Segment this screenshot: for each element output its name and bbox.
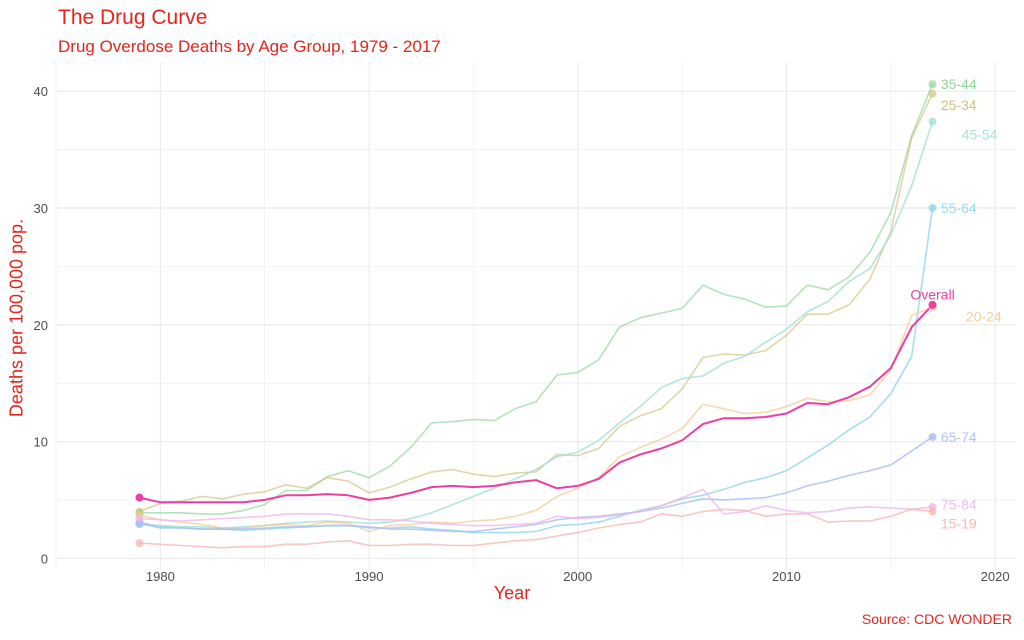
- series-line-65-74: [139, 436, 933, 533]
- series-label-75-84: 75-84: [941, 497, 977, 513]
- series-label-45-54: 45-54: [962, 126, 998, 142]
- axis-ticks: 1980 1990 2000 2010 2020 0 10 20 30 40: [34, 84, 1010, 584]
- series-point-end-15-19: [928, 507, 937, 516]
- series-point-start-overall: [135, 493, 144, 502]
- series-line-15-19: [139, 508, 933, 549]
- series-label-25-34: 25-34: [941, 97, 977, 113]
- series-points: [135, 80, 937, 548]
- x-tick-label: 1980: [146, 569, 175, 584]
- series-line-overall: [139, 304, 934, 504]
- y-tick-label: 30: [34, 201, 48, 216]
- source-caption: Source: CDC WONDER: [861, 611, 1012, 627]
- x-tick-label: 1990: [355, 569, 384, 584]
- y-tick-label: 20: [34, 318, 48, 333]
- series-labels: 35-44 25-34 45-54 55-64 20-24 65-74 75-84 15-19…: [910, 76, 1002, 531]
- series-point-end-25-34: [928, 89, 937, 98]
- series-point-start-15-19: [135, 539, 144, 548]
- series-label-55-64: 55-64: [941, 200, 977, 216]
- chart-title: The Drug Curve: [58, 6, 208, 29]
- y-tick-label: 10: [34, 435, 48, 450]
- series-point-start-75-84: [135, 514, 144, 523]
- series-line-25-34: [139, 93, 934, 513]
- series-point-end-65-74: [928, 432, 937, 441]
- x-tick-label: 2010: [772, 569, 801, 584]
- series-label-15-19: 15-19: [941, 515, 977, 531]
- series-lines: [139, 83, 934, 549]
- x-tick-label: 2000: [563, 569, 592, 584]
- chart-subtitle: Drug Overdose Deaths by Age Group, 1979 …: [58, 37, 441, 56]
- series-line-55-64: [139, 207, 934, 534]
- series-line-20-24: [139, 306, 933, 533]
- series-label-65-74: 65-74: [941, 429, 977, 445]
- series-line-35-44: [139, 83, 934, 515]
- y-tick-label: 0: [41, 551, 48, 566]
- series-line-75-84: [139, 488, 933, 527]
- series-point-end-45-54: [928, 117, 937, 126]
- x-axis-label: Year: [493, 583, 531, 603]
- series-point-end-55-64: [928, 203, 937, 212]
- series-label-20-24: 20-24: [966, 309, 1002, 325]
- grid: [55, 62, 1016, 570]
- series-label-overall: Overall: [910, 286, 954, 302]
- y-axis-label: Deaths per 100,000 pop.: [6, 218, 27, 418]
- y-tick-label: 40: [34, 84, 48, 99]
- series-point-end-overall: [928, 300, 937, 309]
- series-point-end-35-44: [928, 80, 937, 89]
- x-tick-label: 2020: [981, 569, 1010, 584]
- series-label-35-44: 35-44: [941, 76, 977, 92]
